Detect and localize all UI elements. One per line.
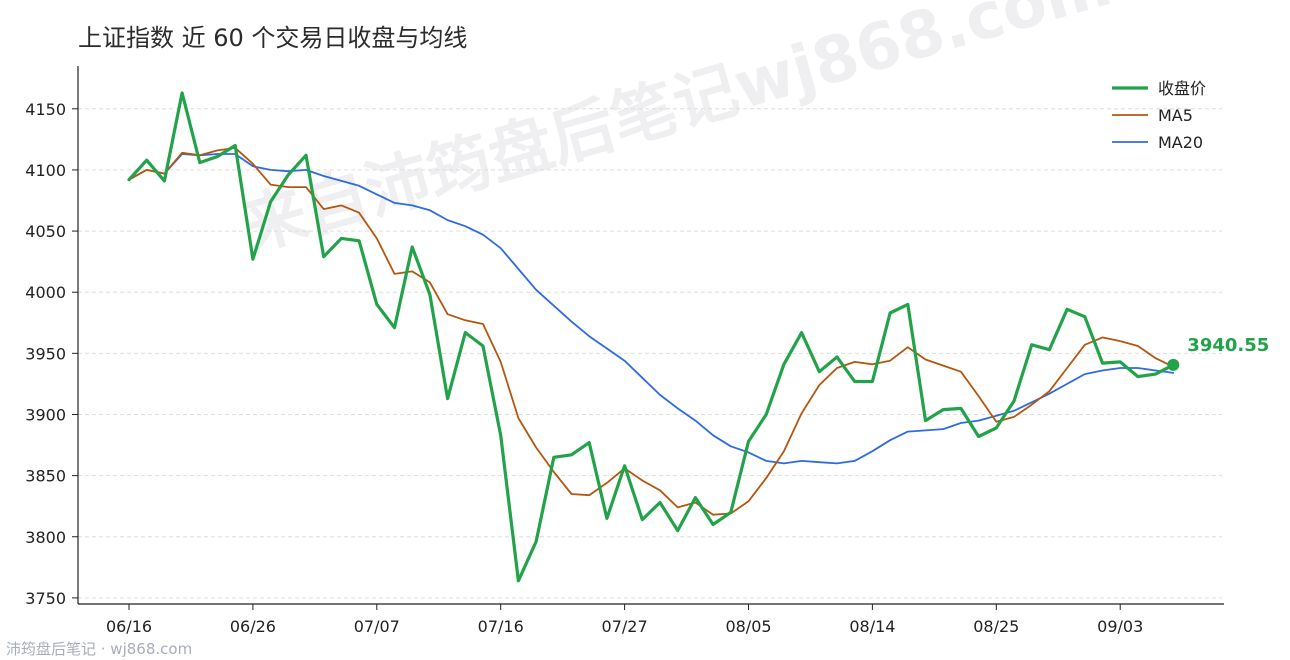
footer-source: 沛筠盘后笔记 · wj868.com xyxy=(6,640,193,658)
y-tick-label: 4150 xyxy=(25,100,66,119)
axes: 3750 3800 3850 3900 3950 4000 4050 4100 4150 06/1… xyxy=(25,66,1224,636)
series-line-ma5 xyxy=(128,146,1175,516)
x-tick-label: 06/26 xyxy=(230,617,276,636)
chart-title: 上证指数 近 60 个交易日收盘与均线 xyxy=(78,24,468,52)
series-lines: 3940.55 xyxy=(127,91,1269,583)
legend-item-ma20: MA20 xyxy=(1112,133,1203,152)
x-tick-label: 09/03 xyxy=(1097,617,1143,636)
legend: 收盘价 MA5 MA20 xyxy=(1112,79,1206,152)
y-tick-label: 3900 xyxy=(25,405,66,424)
legend-item-ma5: MA5 xyxy=(1112,106,1193,125)
y-tick-label: 4050 xyxy=(25,222,66,241)
y-tick-label: 3950 xyxy=(25,344,66,363)
series-line-close xyxy=(127,91,1175,583)
y-tick-label: 4100 xyxy=(25,161,66,180)
y-tick-label: 3750 xyxy=(25,589,66,608)
last-point-marker xyxy=(1167,358,1180,371)
last-value-label: 3940.55 xyxy=(1187,335,1269,356)
series-line-ma20 xyxy=(128,153,1175,465)
y-tick-label: 3800 xyxy=(25,528,66,547)
legend-label: MA5 xyxy=(1158,106,1193,125)
x-tick-label: 07/27 xyxy=(602,617,648,636)
legend-item-close: 收盘价 xyxy=(1112,79,1206,98)
x-tick-label: 08/05 xyxy=(725,617,771,636)
legend-label: MA20 xyxy=(1158,133,1203,152)
y-tick-label: 4000 xyxy=(25,283,66,302)
y-tick-label: 3850 xyxy=(25,467,66,486)
x-tick-label: 06/16 xyxy=(106,617,152,636)
x-tick-label: 07/16 xyxy=(478,617,524,636)
x-tick-label: 08/25 xyxy=(973,617,1019,636)
x-tick-label: 08/14 xyxy=(849,617,895,636)
legend-label: 收盘价 xyxy=(1158,79,1206,98)
grid-lines xyxy=(78,108,1222,599)
x-tick-label: 07/07 xyxy=(354,617,400,636)
